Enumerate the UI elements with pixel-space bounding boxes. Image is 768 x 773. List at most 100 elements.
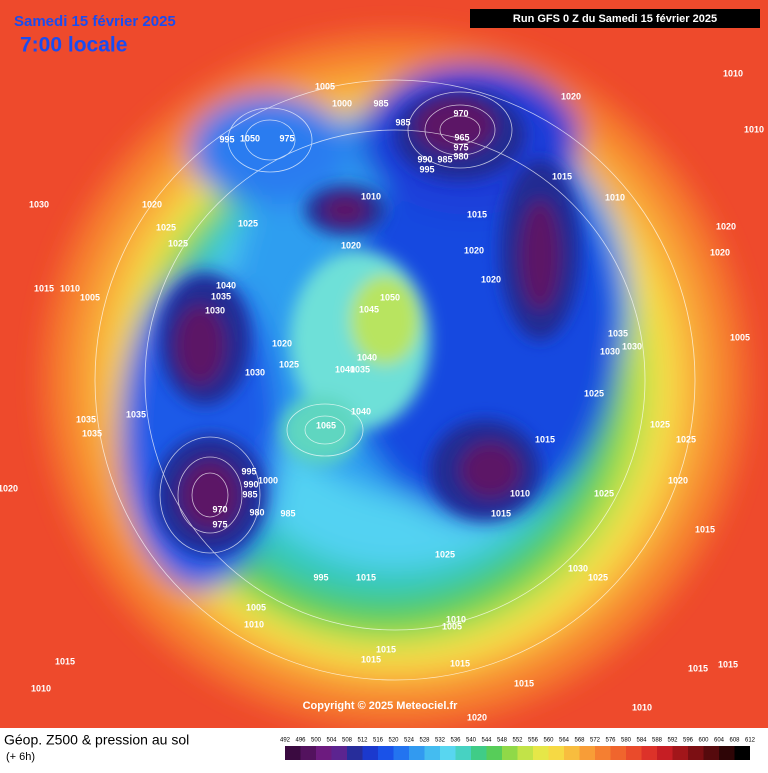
pressure-label: 995 [241, 466, 256, 476]
pressure-label: 1035 [350, 364, 370, 374]
pressure-label: 1015 [376, 644, 396, 654]
scale-cell [300, 746, 316, 760]
scale-label: 600 [698, 738, 709, 744]
pressure-label: 1015 [514, 678, 534, 688]
z500-field [0, 0, 768, 728]
pressure-label: 1010 [361, 191, 381, 201]
pressure-label: 1005 [442, 621, 462, 631]
pressure-label: 1025 [156, 222, 176, 232]
date: Samedi 15 février 2025 [14, 13, 176, 30]
scale-cell [517, 746, 533, 760]
pressure-label: 1040 [216, 280, 236, 290]
scale-cell [316, 746, 332, 760]
scale-label: 604 [714, 738, 725, 744]
pressure-label: 1040 [335, 364, 355, 374]
pressure-label: 1015 [450, 658, 470, 668]
pressure-label: 1015 [55, 656, 75, 666]
pressure-label: 1025 [676, 434, 696, 444]
pressure-label: 995 [219, 134, 234, 144]
scale-cell [688, 746, 704, 760]
scale-label: 516 [373, 738, 384, 744]
scale-label: 588 [652, 738, 663, 744]
scale-label: 612 [745, 738, 756, 744]
pressure-label: 1020 [464, 245, 484, 255]
pressure-label: 1020 [710, 247, 730, 257]
pressure-label: 1040 [357, 352, 377, 362]
footer-step: (+ 6h) [6, 751, 35, 763]
local-time: 7:00 locale [20, 34, 127, 57]
pressure-label: 1015 [535, 434, 555, 444]
pressure-label: 975 [279, 133, 294, 143]
pressure-label: 1015 [491, 508, 511, 518]
footer-title: Géop. Z500 & pression au sol [4, 732, 189, 748]
pressure-label: 1015 [688, 663, 708, 673]
scale-cell [362, 746, 378, 760]
scale-cell [440, 746, 456, 760]
pressure-label: 1010 [446, 614, 466, 624]
scale-label: 500 [311, 738, 322, 744]
scale-cell [409, 746, 425, 760]
pressure-label: 995 [419, 164, 434, 174]
pressure-label: 1010 [510, 488, 530, 498]
pressure-label: 1005 [80, 292, 100, 302]
scale-cell [657, 746, 673, 760]
pressure-label: 1050 [240, 133, 260, 143]
scale-label: 548 [497, 738, 508, 744]
pressure-label: 1010 [744, 124, 764, 134]
scale-cell [533, 746, 549, 760]
scale-label: 552 [512, 738, 523, 744]
run-info: Run GFS 0 Z du Samedi 15 février 2025 [513, 13, 717, 25]
scale-label: 568 [574, 738, 585, 744]
scale-cell [579, 746, 595, 760]
pressure-label: 1025 [650, 419, 670, 429]
pressure-label: 1030 [622, 341, 642, 351]
scale-label: 532 [435, 738, 446, 744]
pressure-label: 1010 [60, 283, 80, 293]
scale-cell [502, 746, 518, 760]
pressure-label: 965 [454, 132, 469, 142]
scale-cell [331, 746, 347, 760]
pressure-label: 1020 [341, 240, 361, 250]
pressure-label: 1015 [467, 209, 487, 219]
scale-cell [641, 746, 657, 760]
pressure-label: 1010 [723, 68, 743, 78]
pressure-label: 1015 [361, 654, 381, 664]
scale-cell [285, 746, 301, 760]
scale-cell [595, 746, 611, 760]
pressure-label: 1020 [142, 199, 162, 209]
scale-cell [471, 746, 487, 760]
scale-label: 584 [636, 738, 647, 744]
pressure-label: 1000 [258, 475, 278, 485]
pressure-label: 1050 [380, 292, 400, 302]
pressure-label: 980 [249, 507, 264, 517]
scale-label: 512 [357, 738, 368, 744]
pressure-label: 1015 [356, 572, 376, 582]
scale-label: 524 [404, 738, 415, 744]
pressure-label: 1020 [716, 221, 736, 231]
pressure-label: 1030 [29, 199, 49, 209]
pressure-label: 1045 [359, 304, 379, 314]
scale-label: 492 [280, 738, 291, 744]
scale-cell [734, 746, 750, 760]
pressure-label: 1030 [568, 563, 588, 573]
pressure-label: 970 [453, 108, 468, 118]
pressure-label: 1010 [244, 619, 264, 629]
pressure-label: 1020 [561, 91, 581, 101]
pressure-label: 985 [242, 489, 257, 499]
scale-label: 536 [450, 738, 461, 744]
pressure-label: 995 [313, 572, 328, 582]
scale-label: 580 [621, 738, 632, 744]
scale-label: 544 [481, 738, 492, 744]
pressure-label: 1010 [31, 683, 51, 693]
scale-label: 560 [543, 738, 554, 744]
pressure-label: 1025 [435, 549, 455, 559]
scale-cell [393, 746, 409, 760]
pressure-label: 1025 [238, 218, 258, 228]
pressure-label: 1025 [588, 572, 608, 582]
pressure-label: 1020 [467, 712, 487, 722]
scale-label: 564 [559, 738, 570, 744]
pressure-label: 1010 [632, 702, 652, 712]
scale-label: 508 [342, 738, 353, 744]
scale-label: 504 [326, 738, 337, 744]
pressure-label: 1010 [605, 192, 625, 202]
